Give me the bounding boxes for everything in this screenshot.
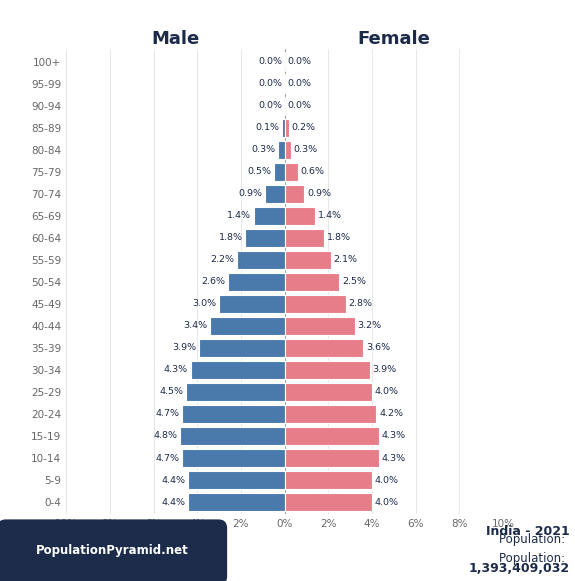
Text: 0.3%: 0.3% (294, 145, 318, 154)
Bar (282, 119, 285, 137)
Text: 0.3%: 0.3% (251, 145, 275, 154)
Text: Male: Male (151, 30, 200, 48)
Bar (254, 207, 285, 225)
Text: 1.4%: 1.4% (228, 211, 251, 220)
Text: 3.4%: 3.4% (183, 321, 208, 331)
Text: 0.2%: 0.2% (292, 123, 316, 132)
Text: 4.0%: 4.0% (375, 475, 398, 485)
Text: 1.8%: 1.8% (327, 233, 351, 242)
Text: 1.8%: 1.8% (218, 233, 243, 242)
Text: Female: Female (358, 30, 430, 48)
Bar (285, 251, 331, 269)
Text: 4.8%: 4.8% (153, 432, 177, 440)
Text: 0.9%: 0.9% (307, 189, 331, 198)
Text: 0.9%: 0.9% (239, 189, 262, 198)
Bar (265, 185, 285, 203)
Text: PopulationPyramid.net: PopulationPyramid.net (36, 544, 189, 557)
Text: 0.6%: 0.6% (300, 167, 324, 176)
Text: 4.3%: 4.3% (381, 454, 405, 462)
Text: 0.0%: 0.0% (288, 79, 311, 88)
Bar (285, 361, 370, 379)
Text: 0.0%: 0.0% (288, 101, 311, 110)
Bar (186, 383, 285, 401)
Bar (219, 295, 285, 313)
Bar (228, 272, 285, 291)
Text: 4.7%: 4.7% (155, 454, 179, 462)
Text: 4.7%: 4.7% (155, 410, 179, 418)
Bar (285, 141, 291, 159)
Bar (285, 493, 372, 511)
Bar (274, 163, 285, 181)
Text: 2.5%: 2.5% (342, 277, 366, 286)
Text: 3.2%: 3.2% (357, 321, 381, 331)
Bar (285, 207, 315, 225)
Bar (285, 185, 304, 203)
Bar (285, 427, 378, 445)
Bar (200, 339, 285, 357)
Text: 3.6%: 3.6% (366, 343, 390, 352)
Text: India - 2021: India - 2021 (485, 525, 569, 538)
Text: 4.0%: 4.0% (375, 388, 398, 396)
Bar (236, 251, 285, 269)
Text: 2.8%: 2.8% (348, 299, 373, 309)
Text: 0.1%: 0.1% (256, 123, 280, 132)
Bar (285, 119, 289, 137)
Bar (285, 295, 346, 313)
Bar (285, 339, 363, 357)
Text: 0.0%: 0.0% (258, 79, 282, 88)
Bar (182, 405, 285, 423)
Bar (285, 229, 324, 247)
Bar (285, 383, 372, 401)
Bar (210, 317, 285, 335)
Text: 4.4%: 4.4% (162, 475, 186, 485)
Text: 4.4%: 4.4% (162, 497, 186, 507)
Bar (285, 471, 372, 489)
Text: 2.1%: 2.1% (333, 255, 357, 264)
Bar (191, 361, 285, 379)
Text: 4.5%: 4.5% (160, 388, 183, 396)
Text: 1,393,409,032: 1,393,409,032 (468, 562, 569, 575)
Bar (285, 405, 377, 423)
Text: 0.5%: 0.5% (247, 167, 271, 176)
Text: 3.9%: 3.9% (172, 343, 197, 352)
Text: 0.0%: 0.0% (258, 57, 282, 66)
Text: Population:: Population: (499, 533, 569, 546)
Bar (285, 163, 298, 181)
Text: 3.0%: 3.0% (192, 299, 216, 309)
Bar (285, 449, 378, 467)
Bar (189, 493, 285, 511)
Text: 4.3%: 4.3% (164, 365, 188, 374)
Text: 4.0%: 4.0% (375, 497, 398, 507)
Bar (285, 272, 339, 291)
Text: Population:: Population: (499, 553, 569, 565)
Bar (246, 229, 285, 247)
Text: 0.0%: 0.0% (288, 57, 311, 66)
Bar (278, 141, 285, 159)
Text: 3.9%: 3.9% (373, 365, 397, 374)
Text: 2.2%: 2.2% (210, 255, 234, 264)
Text: 4.2%: 4.2% (379, 410, 403, 418)
Text: 4.3%: 4.3% (381, 432, 405, 440)
Bar (189, 471, 285, 489)
Text: 1.4%: 1.4% (318, 211, 342, 220)
Bar (285, 317, 355, 335)
Bar (180, 427, 285, 445)
Text: 0.0%: 0.0% (258, 101, 282, 110)
Text: 2.6%: 2.6% (201, 277, 225, 286)
Bar (182, 449, 285, 467)
